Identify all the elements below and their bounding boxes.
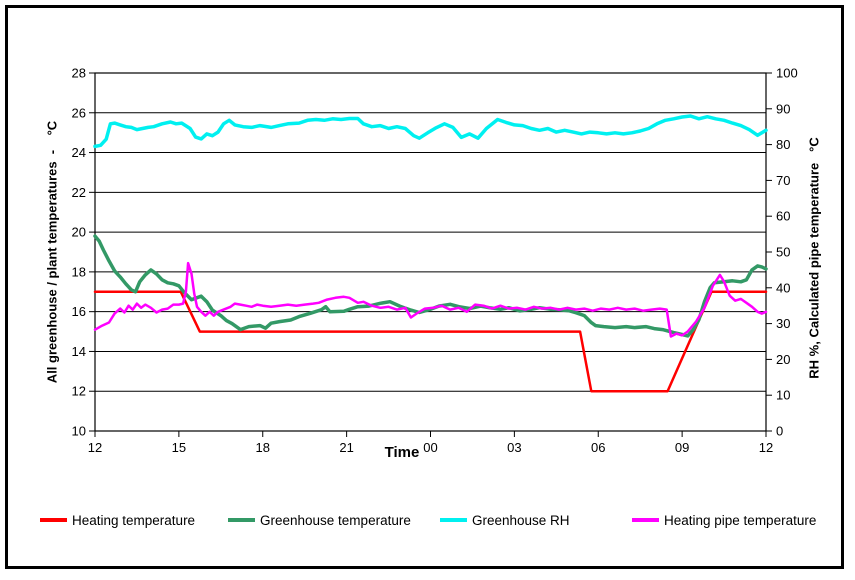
x-axis-tick-label: 00 [423, 440, 437, 455]
greenhouse-temperature-line-swatch [228, 517, 255, 523]
right-axis-tick-label: 90 [776, 101, 790, 116]
legend-item-heating-temperature: Heating temperature [40, 511, 195, 529]
legend-label: Heating temperature [72, 512, 196, 528]
right-axis-tick-label: 40 [776, 280, 790, 295]
right-axis-tick-label: 50 [776, 245, 790, 260]
x-axis-title: Time [384, 444, 420, 461]
right-axis-tick-label: 0 [776, 424, 783, 439]
plot-border [94, 72, 767, 432]
left-axis-tick-label: 22 [72, 185, 86, 200]
greenhouse-rh-line-swatch [440, 517, 467, 523]
series-line-heating-temperature [93, 290, 768, 393]
heating-pipe-temperature-line-swatch [632, 518, 659, 522]
legend-item-heating-pipe-temperature: Heating pipe temperature [632, 511, 816, 529]
left-axis-tick-label: 18 [72, 264, 86, 279]
series-line-heating-pipe-temperature [93, 261, 768, 338]
right-axis-tick-label: 80 [776, 137, 790, 152]
legend-item-greenhouse-rh: Greenhouse RH [440, 511, 570, 529]
left-axis-tick-label: 20 [72, 225, 86, 240]
heating-temperature-line-swatch [40, 518, 67, 522]
left-axis-tick-label: 28 [72, 66, 86, 81]
legend-label: Greenhouse RH [472, 512, 570, 528]
x-axis-tick-label: 03 [507, 440, 521, 455]
left-axis-tick-label: 10 [72, 424, 86, 439]
x-axis-tick-label: 12 [759, 440, 773, 455]
left-axis-tick-label: 12 [72, 384, 86, 399]
left-axis-tick-label: 26 [72, 105, 86, 120]
right-axis-tick-label: 60 [776, 209, 790, 224]
left-axis-tick-label: 24 [72, 145, 86, 160]
legend-item-greenhouse-temperature: Greenhouse temperature [228, 511, 411, 529]
x-axis-tick-label: 15 [172, 440, 186, 455]
left-axis-tick-label: 14 [72, 344, 86, 359]
x-axis-tick-label: 09 [675, 440, 689, 455]
left-axis-title: All greenhouse / plant temperatures - °C [44, 120, 60, 384]
right-axis-title: RH %, Calculated pipe temperature °C [806, 137, 822, 379]
right-axis-tick-label: 30 [776, 316, 790, 331]
left-axis-tick-label: 16 [72, 304, 86, 319]
legend-label: Greenhouse temperature [260, 512, 411, 528]
series-line-greenhouse-rh [93, 114, 768, 149]
x-axis-tick-label: 21 [339, 440, 353, 455]
right-axis-tick-label: 20 [776, 352, 790, 367]
x-axis-tick-label: 06 [591, 440, 605, 455]
figure-border [5, 5, 844, 569]
x-axis-tick-label: 18 [256, 440, 270, 455]
right-axis-tick-label: 10 [776, 388, 790, 403]
right-axis-tick-label: 70 [776, 173, 790, 188]
x-axis-tick-label: 12 [88, 440, 102, 455]
right-axis-tick-label: 100 [776, 66, 798, 81]
legend-label: Heating pipe temperature [664, 512, 817, 528]
